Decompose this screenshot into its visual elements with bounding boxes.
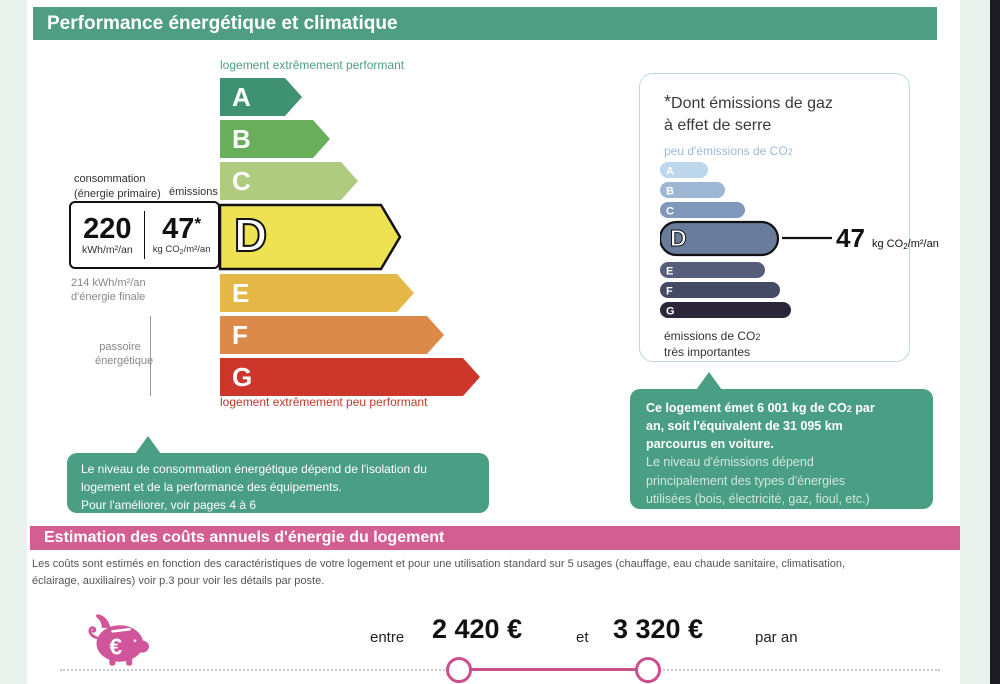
svg-text:47: 47 bbox=[836, 223, 865, 253]
svg-text:C: C bbox=[232, 166, 251, 196]
svg-text:F: F bbox=[232, 320, 248, 350]
svg-text:G: G bbox=[666, 306, 675, 318]
svg-text:A: A bbox=[232, 82, 251, 112]
svg-text:C: C bbox=[666, 206, 674, 218]
svg-text:F: F bbox=[666, 286, 673, 298]
svg-text:€: € bbox=[109, 633, 122, 659]
svg-text:B: B bbox=[666, 186, 674, 198]
svg-text:kg CO2/m²/an: kg CO2/m²/an bbox=[872, 238, 939, 251]
svg-text:E: E bbox=[232, 278, 249, 308]
svg-text:A: A bbox=[666, 166, 674, 178]
svg-text:D: D bbox=[670, 225, 687, 251]
svg-text:D: D bbox=[234, 209, 267, 261]
svg-text:B: B bbox=[232, 124, 251, 154]
svg-text:G: G bbox=[232, 362, 252, 392]
svg-text:E: E bbox=[666, 266, 673, 278]
